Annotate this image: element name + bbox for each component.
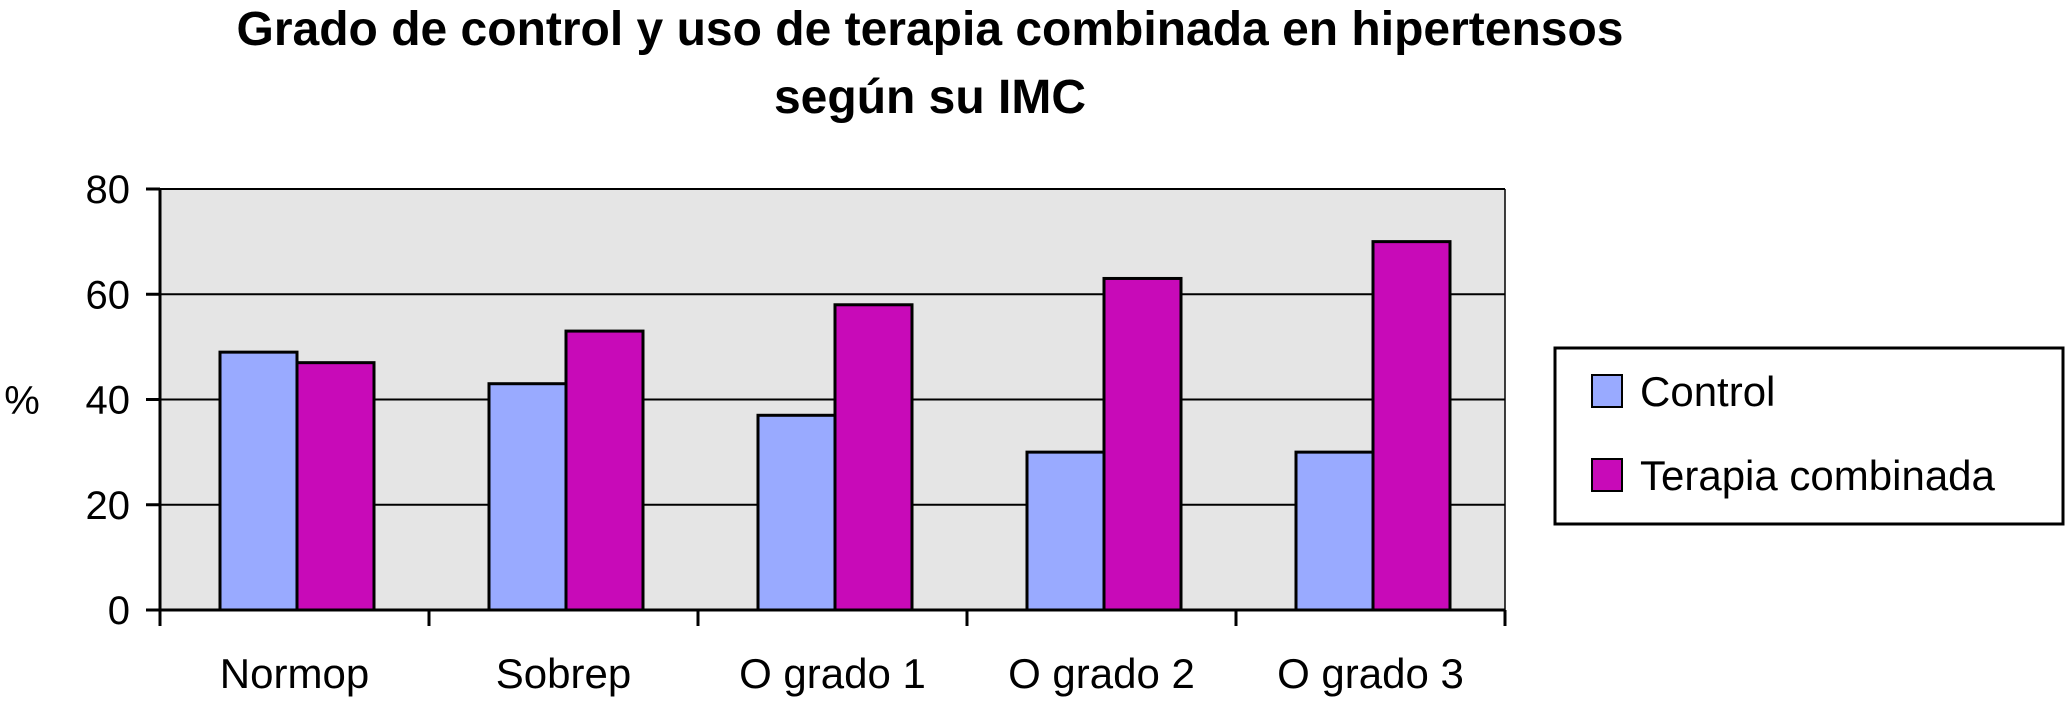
chart-title-line-2: según su IMC [774, 71, 1086, 124]
x-tick-label: O grado 1 [739, 650, 926, 697]
bar-control-5 [1294, 450, 1375, 612]
bars [218, 240, 1452, 612]
legend-swatch-control [1591, 374, 1623, 408]
y-tick-label: 20 [86, 484, 131, 528]
bar-terapia-combinada-4 [1102, 276, 1183, 612]
y-tick-label: 80 [86, 168, 131, 212]
y-tick-label: 0 [108, 589, 130, 633]
bar-terapia-combinada-5 [1371, 240, 1452, 612]
y-tick-labels: 0 20 40 60 80 [86, 168, 131, 633]
x-tick-labels: Normop Sobrep O grado 1 O grado 2 O grado 3 [220, 650, 1464, 697]
y-axis-label: % [4, 379, 40, 423]
legend-box [1553, 346, 2065, 526]
x-tick-label: Normop [220, 650, 369, 697]
bar-control-3 [756, 413, 837, 612]
y-tick-label: 40 [86, 379, 131, 423]
x-tick-label: O grado 3 [1277, 650, 1464, 697]
axes [146, 187, 1507, 626]
legend-label-control: Control [1640, 368, 1775, 415]
legend: Control Terapia combinada [1553, 346, 2065, 526]
bar-terapia-combinada-1 [295, 361, 376, 612]
bar-control-1 [218, 350, 299, 612]
x-tick-label: O grado 2 [1008, 650, 1195, 697]
legend-swatch-terapia-combinada [1591, 458, 1623, 492]
bar-control-2 [487, 382, 568, 612]
y-tick-label: 60 [86, 273, 131, 317]
chart-title-line-1: Grado de control y uso de terapia combin… [237, 3, 1624, 56]
x-tick-label: Sobrep [496, 650, 631, 697]
legend-label-terapia-combinada: Terapia combinada [1640, 452, 1996, 499]
bar-control-4 [1025, 450, 1106, 612]
bar-terapia-combinada-2 [564, 329, 645, 612]
bar-terapia-combinada-3 [833, 303, 914, 612]
